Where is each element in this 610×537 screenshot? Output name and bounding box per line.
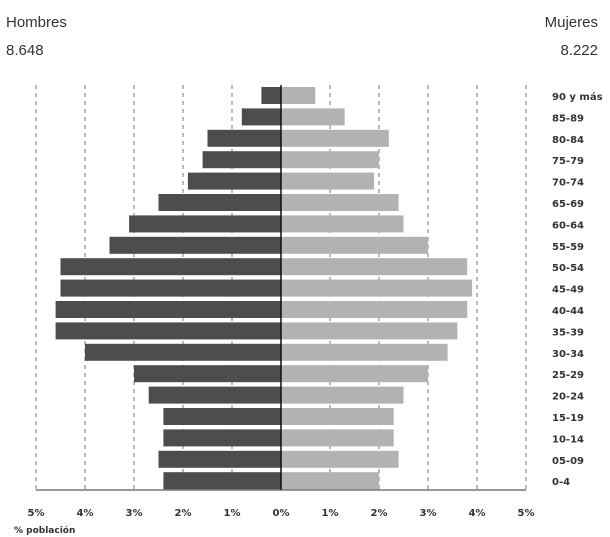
bar-female-05-09 <box>281 450 399 468</box>
x-tick-label: 0% <box>273 508 290 519</box>
bar-female-30-34 <box>281 343 448 361</box>
age-label: 60-64 <box>552 220 584 231</box>
age-label: 90 y más <box>552 91 603 103</box>
bar-female-90 y más <box>281 87 316 104</box>
age-label: 85-89 <box>552 113 584 124</box>
bar-male-80-84 <box>207 129 281 147</box>
age-label: 25-29 <box>552 370 584 381</box>
bar-female-15-19 <box>281 408 394 425</box>
bar-female-70-74 <box>281 172 375 190</box>
bar-male-65-69 <box>158 194 281 211</box>
males-title: Hombres <box>6 14 67 31</box>
x-tick-label: 1% <box>224 508 241 519</box>
females-title: Mujeres <box>544 14 598 31</box>
bar-female-50-54 <box>281 258 468 276</box>
x-tick-label: 5% <box>518 508 535 519</box>
bar-female-35-39 <box>281 322 458 340</box>
males-total: 8.648 <box>6 42 44 59</box>
bar-female-55-59 <box>281 236 428 254</box>
bar-male-70-74 <box>187 172 281 190</box>
bar-male-45-49 <box>60 279 281 297</box>
age-label: 65-69 <box>552 199 584 210</box>
bar-female-45-49 <box>281 279 473 297</box>
bar-female-65-69 <box>281 194 399 211</box>
age-label: 0-4 <box>552 477 570 488</box>
age-label: 55-59 <box>552 242 584 253</box>
bar-male-75-79 <box>202 151 281 169</box>
bar-female-40-44 <box>281 301 468 318</box>
x-axis-title: % población <box>14 525 75 536</box>
x-tick-label: 2% <box>175 508 192 519</box>
x-tick-label: 1% <box>322 508 339 519</box>
age-label: 35-39 <box>552 327 584 338</box>
age-label: 40-44 <box>552 306 584 317</box>
bar-female-20-24 <box>281 386 404 404</box>
bar-female-80-84 <box>281 129 389 147</box>
bar-male-10-14 <box>163 429 281 447</box>
bar-male-35-39 <box>55 322 281 340</box>
age-label: 80-84 <box>552 135 584 146</box>
bar-female-0-4 <box>281 472 379 490</box>
x-tick-label: 3% <box>420 508 437 519</box>
x-tick-label: 4% <box>469 508 486 519</box>
bar-female-75-79 <box>281 151 379 169</box>
bar-male-55-59 <box>109 236 281 254</box>
bar-male-90 y más <box>261 87 281 104</box>
females-total: 8.222 <box>560 42 598 59</box>
x-tick-label: 3% <box>126 508 143 519</box>
bar-male-30-34 <box>85 343 281 361</box>
bar-male-05-09 <box>158 450 281 468</box>
bar-male-60-64 <box>129 215 281 233</box>
x-tick-label: 2% <box>371 508 388 519</box>
age-label: 30-34 <box>552 349 584 360</box>
bar-female-85-89 <box>281 108 345 126</box>
bar-female-60-64 <box>281 215 404 233</box>
bar-male-0-4 <box>163 472 281 490</box>
age-label: 20-24 <box>552 392 584 403</box>
age-label: 15-19 <box>552 413 584 424</box>
age-label: 10-14 <box>552 434 584 445</box>
bar-male-20-24 <box>148 386 281 404</box>
age-label: 70-74 <box>552 178 584 189</box>
bar-female-25-29 <box>281 365 428 383</box>
age-label: 05-09 <box>552 456 584 467</box>
age-label: 50-54 <box>552 263 584 274</box>
age-label: 75-79 <box>552 156 584 167</box>
bar-male-15-19 <box>163 408 281 425</box>
bar-male-40-44 <box>55 301 281 318</box>
bar-male-25-29 <box>134 365 281 383</box>
bar-male-50-54 <box>60 258 281 276</box>
bar-female-10-14 <box>281 429 394 447</box>
x-tick-label: 5% <box>28 508 45 519</box>
bar-male-85-89 <box>241 108 281 126</box>
age-label: 45-49 <box>552 285 584 296</box>
x-tick-label: 4% <box>77 508 94 519</box>
